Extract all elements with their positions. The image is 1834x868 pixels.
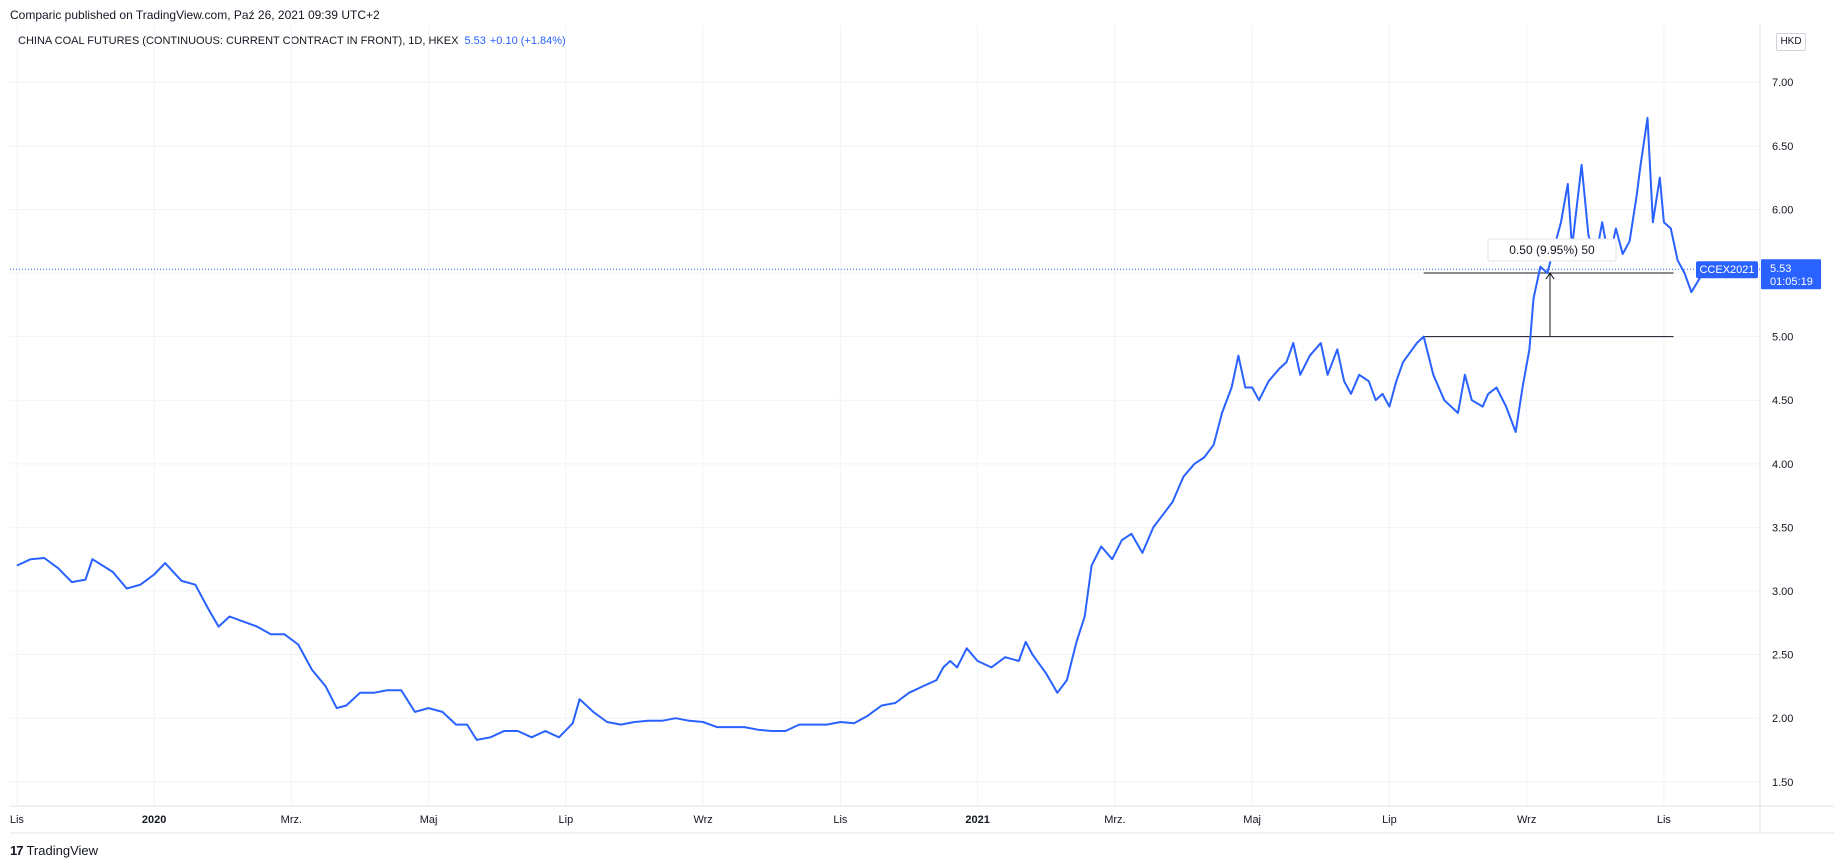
grid-lines xyxy=(10,25,1760,806)
symbol-header: CHINA COAL FUTURES (CONTINUOUS: CURRENT … xyxy=(18,35,566,47)
y-tick-label: 4.50 xyxy=(1772,395,1793,407)
y-tick-label: 3.50 xyxy=(1772,522,1793,534)
x-tick-label: 2020 xyxy=(142,814,166,826)
x-tick-label: Lis xyxy=(10,814,25,826)
price-change: +0.10 (+1.84%) xyxy=(489,35,566,47)
currency-button[interactable]: HKD xyxy=(1776,33,1806,51)
x-tick-label: Lip xyxy=(559,814,574,826)
x-tick-label: Lip xyxy=(1382,814,1397,826)
x-tick-label: Mrz. xyxy=(1104,814,1125,826)
series-line xyxy=(16,116,1706,741)
measure-label: 0.50 (9.95%) 50 xyxy=(1487,238,1617,262)
y-tick-label: 4.00 xyxy=(1772,459,1793,471)
price-range-measure[interactable] xyxy=(1423,272,1674,338)
price-tag-countdown: 01:05:19 xyxy=(1770,276,1813,288)
symbol-description: CHINA COAL FUTURES (CONTINUOUS: CURRENT … xyxy=(18,35,459,47)
x-tick-label: Maj xyxy=(420,814,438,826)
tradingview-logo[interactable]: 17 TradingView xyxy=(10,843,98,858)
price-tag-bg xyxy=(1761,259,1821,290)
time-axis[interactable]: Lis 2020 Mrz. Maj Lip Wrz Lis 2021 Mrz. Maj Lip Wrz… xyxy=(10,814,1672,826)
y-tick-label: 6.00 xyxy=(1772,204,1793,216)
publish-info: Comparic published on TradingView.com, P… xyxy=(10,8,380,22)
x-tick-label: Wrz xyxy=(1517,814,1536,826)
x-tick-label: Lis xyxy=(1657,814,1672,826)
price-axis[interactable]: 7.006.506.005.505.004.504.003.503.002.50… xyxy=(1772,77,1793,789)
y-tick-label: 3.00 xyxy=(1772,586,1793,598)
price-tag: 5.53 01:05:19 xyxy=(1761,259,1821,290)
tradingview-logo-icon: 17 xyxy=(10,843,24,858)
measure-label-bg xyxy=(1487,238,1617,262)
measure-label-text: 0.50 (9.95%) 50 xyxy=(1509,243,1595,257)
y-tick-label: 1.50 xyxy=(1772,777,1793,789)
x-tick-label: 2021 xyxy=(965,814,989,826)
x-tick-label: Wrz xyxy=(693,814,712,826)
y-tick-label: 2.50 xyxy=(1772,650,1793,662)
y-tick-label: 6.50 xyxy=(1772,141,1793,153)
last-price: 5.53 xyxy=(464,35,486,47)
tradingview-logo-text: TradingView xyxy=(26,843,99,858)
ticker-label-bg xyxy=(1696,261,1758,279)
x-tick-label: Mrz. xyxy=(281,814,302,826)
x-tick-label: Lis xyxy=(833,814,848,826)
y-tick-label: 2.00 xyxy=(1772,713,1793,725)
y-tick-label: 5.00 xyxy=(1772,332,1793,344)
ticker-label: CCEX2021 xyxy=(1696,261,1758,279)
x-tick-label: Maj xyxy=(1243,814,1261,826)
y-tick-label: 7.00 xyxy=(1772,77,1793,89)
ticker-label-text: CCEX2021 xyxy=(1699,264,1754,276)
measure-arrowhead xyxy=(1545,272,1555,280)
price-tag-value: 5.53 xyxy=(1770,263,1791,275)
